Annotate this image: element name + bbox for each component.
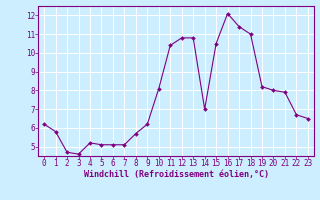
X-axis label: Windchill (Refroidissement éolien,°C): Windchill (Refroidissement éolien,°C)	[84, 170, 268, 179]
